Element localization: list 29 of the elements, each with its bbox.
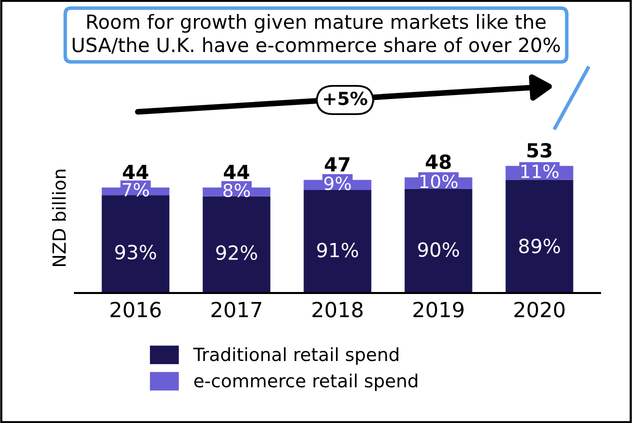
x-tick-label: 2019	[413, 302, 464, 318]
annotation: 47	[324, 157, 350, 172]
annotation: 44	[122, 164, 148, 179]
annotation: 89%	[519, 238, 560, 254]
bar	[304, 190, 372, 293]
annotation: 7%	[122, 182, 149, 197]
x-tick-label: 2018	[312, 302, 363, 318]
text: 53	[527, 142, 552, 158]
bar	[102, 195, 170, 293]
text: Room for growth given mature markets like the USA/the U.K. have e-commerce share of over 20%	[72, 14, 560, 54]
annotation: 48	[426, 154, 451, 170]
annotation: 93%	[115, 244, 156, 260]
legend-label: Traditional retail spend	[193, 347, 398, 365]
annotation: 91%	[317, 242, 358, 258]
annotation: 9%	[324, 176, 351, 190]
x-tick-label: 2016	[110, 302, 161, 318]
legend-label: e-commerce retail spend	[194, 374, 418, 392]
annotation: 92%	[216, 245, 258, 260]
annotation: 8%	[223, 184, 250, 198]
y-axis-title: NZD billion	[52, 170, 66, 266]
annotation: 90%	[418, 242, 459, 257]
x-tick-label: 2020	[514, 302, 565, 318]
bar	[202, 196, 270, 293]
annotation: 11%	[521, 164, 558, 178]
annotation: 10%	[420, 174, 458, 188]
bar	[506, 180, 574, 293]
annotation: 44	[224, 164, 250, 179]
x-tick-label: 2017	[212, 302, 262, 318]
text: +5%	[324, 92, 368, 106]
